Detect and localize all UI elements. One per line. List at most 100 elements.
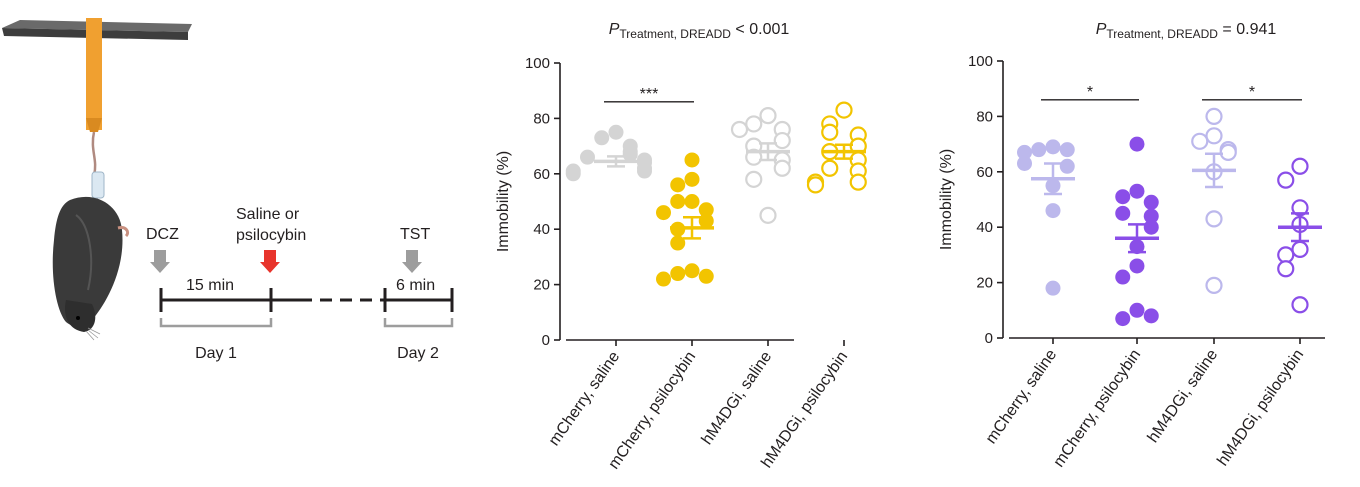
data-point (698, 202, 714, 218)
day1-bracket (159, 318, 273, 328)
tst-arrow (402, 250, 422, 273)
timeline-schematic: DCZ Saline or psilocybin TST 15 min 6 mi… (146, 206, 454, 362)
y-tick-label: 0 (542, 332, 550, 349)
data-point (1205, 107, 1223, 126)
data-point (835, 101, 853, 119)
y-axis-label: Immobility (%) (495, 151, 512, 252)
data-point (1291, 157, 1309, 175)
x-tick-label: mCherry, saline (546, 348, 624, 449)
data-point (1115, 311, 1131, 327)
y-tick-label: 60 (533, 166, 550, 183)
series-group-4 (1277, 157, 1322, 314)
data-point (1291, 296, 1309, 314)
data-point (670, 194, 686, 209)
y-tick-label: 100 (525, 55, 550, 72)
injection-arrow (260, 250, 280, 273)
series-group-3 (1191, 107, 1237, 294)
x-tick-label: mCherry, saline (983, 346, 1061, 447)
series-group-2 (656, 152, 714, 287)
data-point (1219, 143, 1237, 162)
chart-panel-1: PTreatment, DREADD < 0.001 0 20 40 60 80 100 Im… (495, 21, 867, 473)
y-tick-label: 20 (533, 277, 550, 294)
data-point (565, 166, 581, 182)
data-point (1115, 269, 1131, 285)
data-point (684, 152, 700, 168)
data-point (1143, 208, 1159, 224)
x-tick-label: mCherry, psilocybin (1050, 347, 1144, 471)
series-group-1 (565, 124, 652, 182)
data-point (745, 170, 763, 188)
chart-title-subscript: Treatment, DREADD (619, 27, 731, 41)
data-point (1059, 142, 1075, 158)
data-point (637, 163, 652, 179)
data-point (684, 194, 700, 209)
data-point (670, 177, 686, 193)
dcz-arrow (150, 250, 170, 273)
data-point (821, 159, 839, 177)
data-point (1129, 183, 1145, 199)
dcz-label: DCZ (146, 226, 179, 243)
data-point (1143, 194, 1159, 210)
data-point (773, 159, 791, 177)
y-tick-label: 40 (976, 219, 993, 236)
data-point (773, 131, 791, 150)
data-point (759, 206, 777, 224)
data-point (670, 235, 686, 251)
data-point (1205, 127, 1223, 145)
significance-label: *** (640, 86, 659, 103)
data-point (1205, 276, 1223, 294)
y-tick-label: 80 (533, 110, 550, 127)
day2-bracket (383, 318, 454, 328)
y-tick-label: 60 (976, 164, 993, 181)
x-tick-label: hM4DGi, saline (699, 348, 776, 447)
data-point (1115, 189, 1131, 205)
data-point (1291, 240, 1309, 258)
data-point (821, 123, 839, 141)
chart-panel-2: PTreatment, DREADD = 0.941 0 20 40 60 80 100 Im… (938, 21, 1325, 470)
y-tick-label: 100 (968, 53, 993, 70)
interval-6min: 6 min (396, 277, 435, 294)
chart-title: PTreatment, DREADD < 0.001 (609, 21, 790, 41)
tst-label: TST (400, 226, 430, 243)
data-point (1277, 246, 1295, 264)
data-point (1205, 210, 1223, 228)
data-point (806, 176, 825, 194)
data-point (745, 115, 763, 133)
y-tick-label: 0 (985, 330, 993, 347)
chart-title-main: P (1096, 21, 1107, 38)
y-axis-label: Immobility (%) (938, 149, 955, 250)
data-point (622, 146, 638, 162)
series-group-4 (806, 101, 867, 194)
data-point (1191, 132, 1209, 150)
data-point (1129, 302, 1145, 318)
x-tick-label: hM4DGi, psilocybin (758, 349, 851, 472)
data-point (656, 205, 671, 221)
data-point (1045, 280, 1061, 296)
data-point (1277, 171, 1295, 189)
series-group-1 (1017, 139, 1075, 296)
data-point (684, 263, 700, 279)
chart-title: PTreatment, DREADD = 0.941 (1096, 21, 1277, 41)
data-point (594, 130, 610, 146)
chart-title-main: P (609, 21, 620, 38)
data-point (684, 171, 700, 187)
data-point (1129, 136, 1145, 152)
data-point (656, 271, 671, 287)
x-tick-label: mCherry, psilocybin (605, 349, 699, 473)
data-point (1045, 139, 1061, 155)
data-point (670, 266, 686, 282)
data-point (759, 107, 777, 125)
data-point (698, 213, 714, 229)
data-point (580, 149, 595, 165)
data-point (608, 124, 624, 140)
data-point (849, 173, 867, 191)
significance-label: * (1249, 84, 1255, 101)
injection-label-line2: psilocybin (236, 227, 306, 244)
y-tick-label: 20 (976, 275, 993, 292)
data-point (1115, 205, 1131, 221)
charts-container: PTreatment, DREADD < 0.001 0 20 40 60 80 100 Im… (495, 21, 1325, 472)
data-point (730, 120, 749, 139)
mouse-tail-suspension-illustration (2, 18, 192, 341)
day1-label: Day 1 (195, 345, 237, 362)
